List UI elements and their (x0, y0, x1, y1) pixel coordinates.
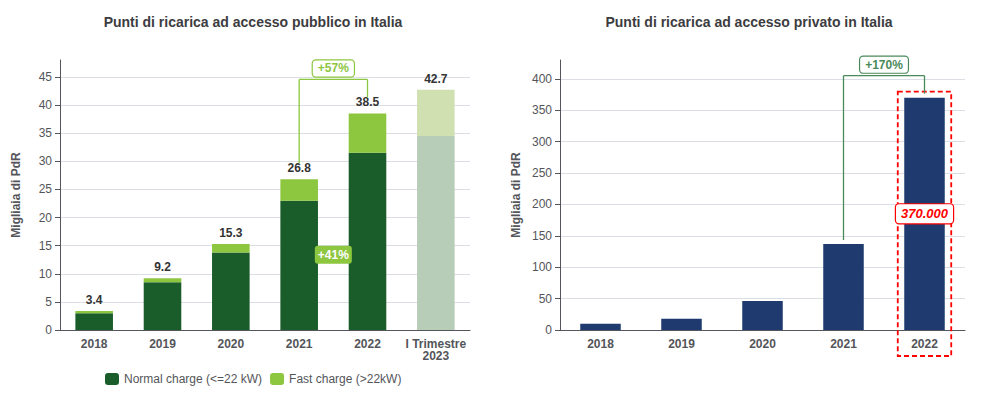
svg-text:2021: 2021 (830, 337, 857, 351)
svg-text:50: 50 (539, 292, 553, 306)
svg-text:Fast charge (>22kW): Fast charge (>22kW) (289, 372, 401, 386)
svg-text:10: 10 (39, 267, 53, 281)
svg-text:2018: 2018 (81, 337, 108, 351)
svg-text:2023: 2023 (422, 349, 449, 363)
svg-text:0: 0 (45, 323, 52, 337)
svg-text:9.2: 9.2 (154, 260, 171, 274)
svg-text:35: 35 (39, 126, 53, 140)
svg-text:370.000: 370.000 (901, 206, 949, 221)
svg-text:+41%: +41% (318, 248, 349, 262)
svg-text:30: 30 (39, 154, 53, 168)
svg-text:2022: 2022 (911, 337, 938, 351)
svg-text:0: 0 (545, 323, 552, 337)
svg-text:3.4: 3.4 (86, 293, 103, 307)
svg-text:42.7: 42.7 (424, 72, 448, 86)
svg-text:Normal charge (<=22 kW): Normal charge (<=22 kW) (124, 372, 262, 386)
svg-text:150: 150 (532, 229, 552, 243)
svg-text:2022: 2022 (354, 337, 381, 351)
svg-text:2018: 2018 (587, 337, 614, 351)
svg-text:300: 300 (532, 135, 552, 149)
svg-text:40: 40 (39, 98, 53, 112)
svg-text:Migliaia di PdR: Migliaia di PdR (509, 152, 523, 238)
svg-text:Migliaia di PdR: Migliaia di PdR (9, 152, 23, 238)
svg-text:26.8: 26.8 (287, 161, 311, 175)
svg-text:2020: 2020 (217, 337, 244, 351)
svg-text:38.5: 38.5 (356, 95, 380, 109)
svg-text:2019: 2019 (149, 337, 176, 351)
svg-text:15: 15 (39, 239, 53, 253)
svg-text:45: 45 (39, 70, 53, 84)
svg-text:I Trimestre: I Trimestre (405, 337, 467, 351)
svg-text:25: 25 (39, 182, 53, 196)
svg-text:Punti di ricarica ad accesso p: Punti di ricarica ad accesso privato in … (605, 14, 892, 30)
svg-text:15.3: 15.3 (219, 226, 243, 240)
svg-text:2019: 2019 (668, 337, 695, 351)
svg-text:2021: 2021 (286, 337, 313, 351)
svg-text:20: 20 (39, 211, 53, 225)
svg-text:+57%: +57% (318, 61, 349, 75)
svg-text:5: 5 (45, 295, 52, 309)
svg-text:+170%: +170% (865, 58, 903, 72)
svg-text:400: 400 (532, 72, 552, 86)
svg-text:100: 100 (532, 260, 552, 274)
svg-text:Punti di ricarica ad accesso p: Punti di ricarica ad accesso pubblico in… (104, 14, 403, 30)
svg-text:200: 200 (532, 197, 552, 211)
svg-text:350: 350 (532, 103, 552, 117)
svg-text:250: 250 (532, 166, 552, 180)
svg-text:2020: 2020 (749, 337, 776, 351)
